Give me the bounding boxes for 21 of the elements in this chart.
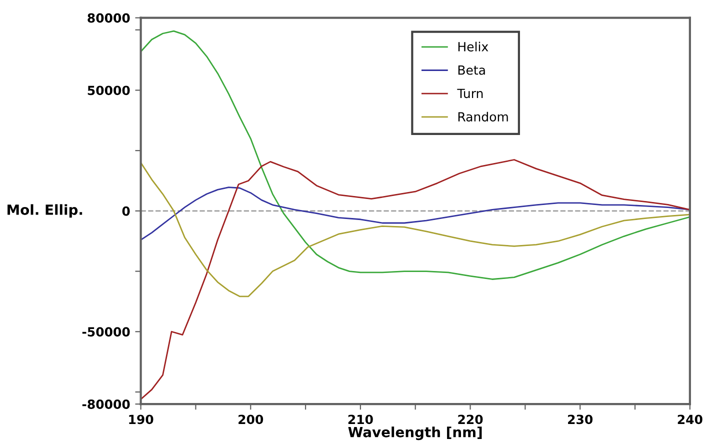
x-tick-label: 210 <box>348 414 373 424</box>
legend-label: Helix <box>458 42 488 52</box>
line-series <box>140 159 690 400</box>
y-tick-label: 50000 <box>88 86 130 96</box>
y-axis-title: Mol. Ellip. <box>8 204 82 218</box>
x-tick-label: 230 <box>568 414 593 424</box>
line-series <box>140 162 690 298</box>
line-series <box>140 30 690 280</box>
x-tick-label: 200 <box>238 414 264 424</box>
legend-label: Turn <box>457 88 483 98</box>
line-series <box>140 186 690 241</box>
legend-label: Beta <box>458 66 485 75</box>
x-tick-label: 220 <box>458 414 483 424</box>
x-axis-title: Wavelength [nm] <box>348 426 482 440</box>
legend-label: Random <box>458 112 508 122</box>
x-tick-label: 240 <box>678 414 702 424</box>
y-tick-label: 80000 <box>88 13 130 23</box>
x-tick-label: 190 <box>129 414 154 424</box>
y-tick-label: 0 <box>122 206 130 216</box>
y-tick-label: -50000 <box>82 327 130 337</box>
y-tick-label: -80000 <box>82 400 130 409</box>
